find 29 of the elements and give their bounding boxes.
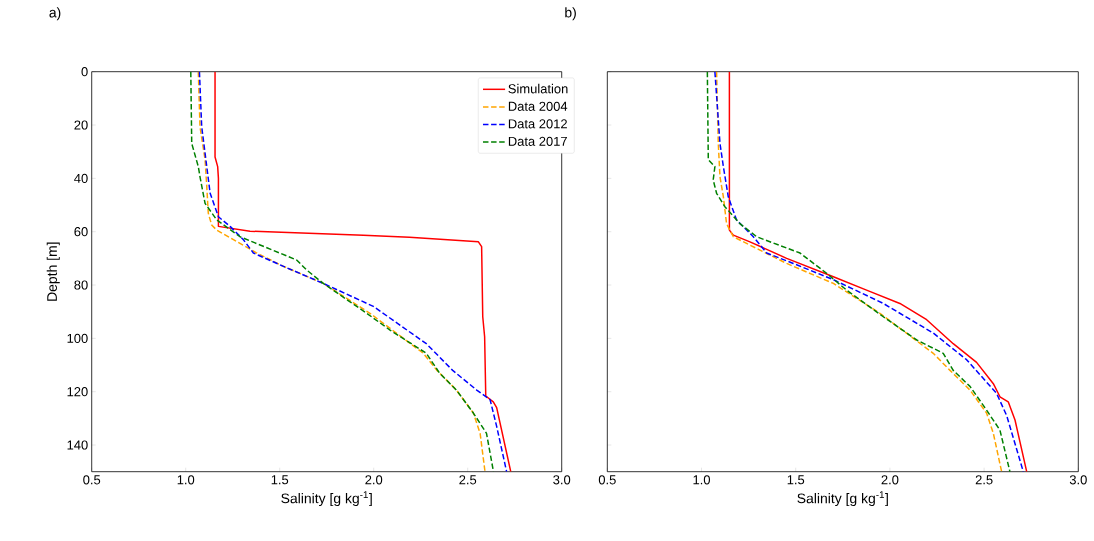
x-tick-label: 0.5 <box>598 475 616 485</box>
y-tick-label: 0 <box>81 67 88 77</box>
legend-label: Data 2004 <box>508 101 568 111</box>
x-tick-label: 3.0 <box>553 475 571 485</box>
x-tick-label: 2.0 <box>365 475 383 485</box>
legend-label: Data 2012 <box>508 119 567 129</box>
y-tick-label: 40 <box>74 173 88 183</box>
legend-label: Data 2017 <box>508 136 567 146</box>
x-tick-label: 2.5 <box>459 475 477 485</box>
x-tick-label: 2.0 <box>881 475 899 485</box>
x-tick-label: 1.0 <box>177 475 195 485</box>
y-tick-label: 60 <box>74 227 88 237</box>
x-tick-label: 1.5 <box>271 475 289 485</box>
y-tick-label: 80 <box>74 280 88 290</box>
y-tick-label: 100 <box>67 333 88 343</box>
y-tick-label: 120 <box>67 387 88 397</box>
y-tick-label: 140 <box>67 440 88 450</box>
y-tick-label: 20 <box>74 120 88 130</box>
chart-title: a) <box>49 7 61 21</box>
x-axis-title: Salinity [g kg$^{-1}$] <box>797 491 888 507</box>
y-axis-title: Depth [m] <box>46 242 60 301</box>
x-tick-label: 3.0 <box>1069 475 1087 485</box>
x-tick-label: 1.0 <box>693 475 711 485</box>
x-axis-title: Salinity [g kg$^{-1}$] <box>281 491 372 507</box>
x-tick-label: 2.5 <box>975 475 993 485</box>
x-tick-label: 0.5 <box>83 475 101 485</box>
x-tick-label: 1.5 <box>787 475 805 485</box>
chart-title: b) <box>565 7 576 21</box>
legend-label: Simulation <box>508 83 568 94</box>
